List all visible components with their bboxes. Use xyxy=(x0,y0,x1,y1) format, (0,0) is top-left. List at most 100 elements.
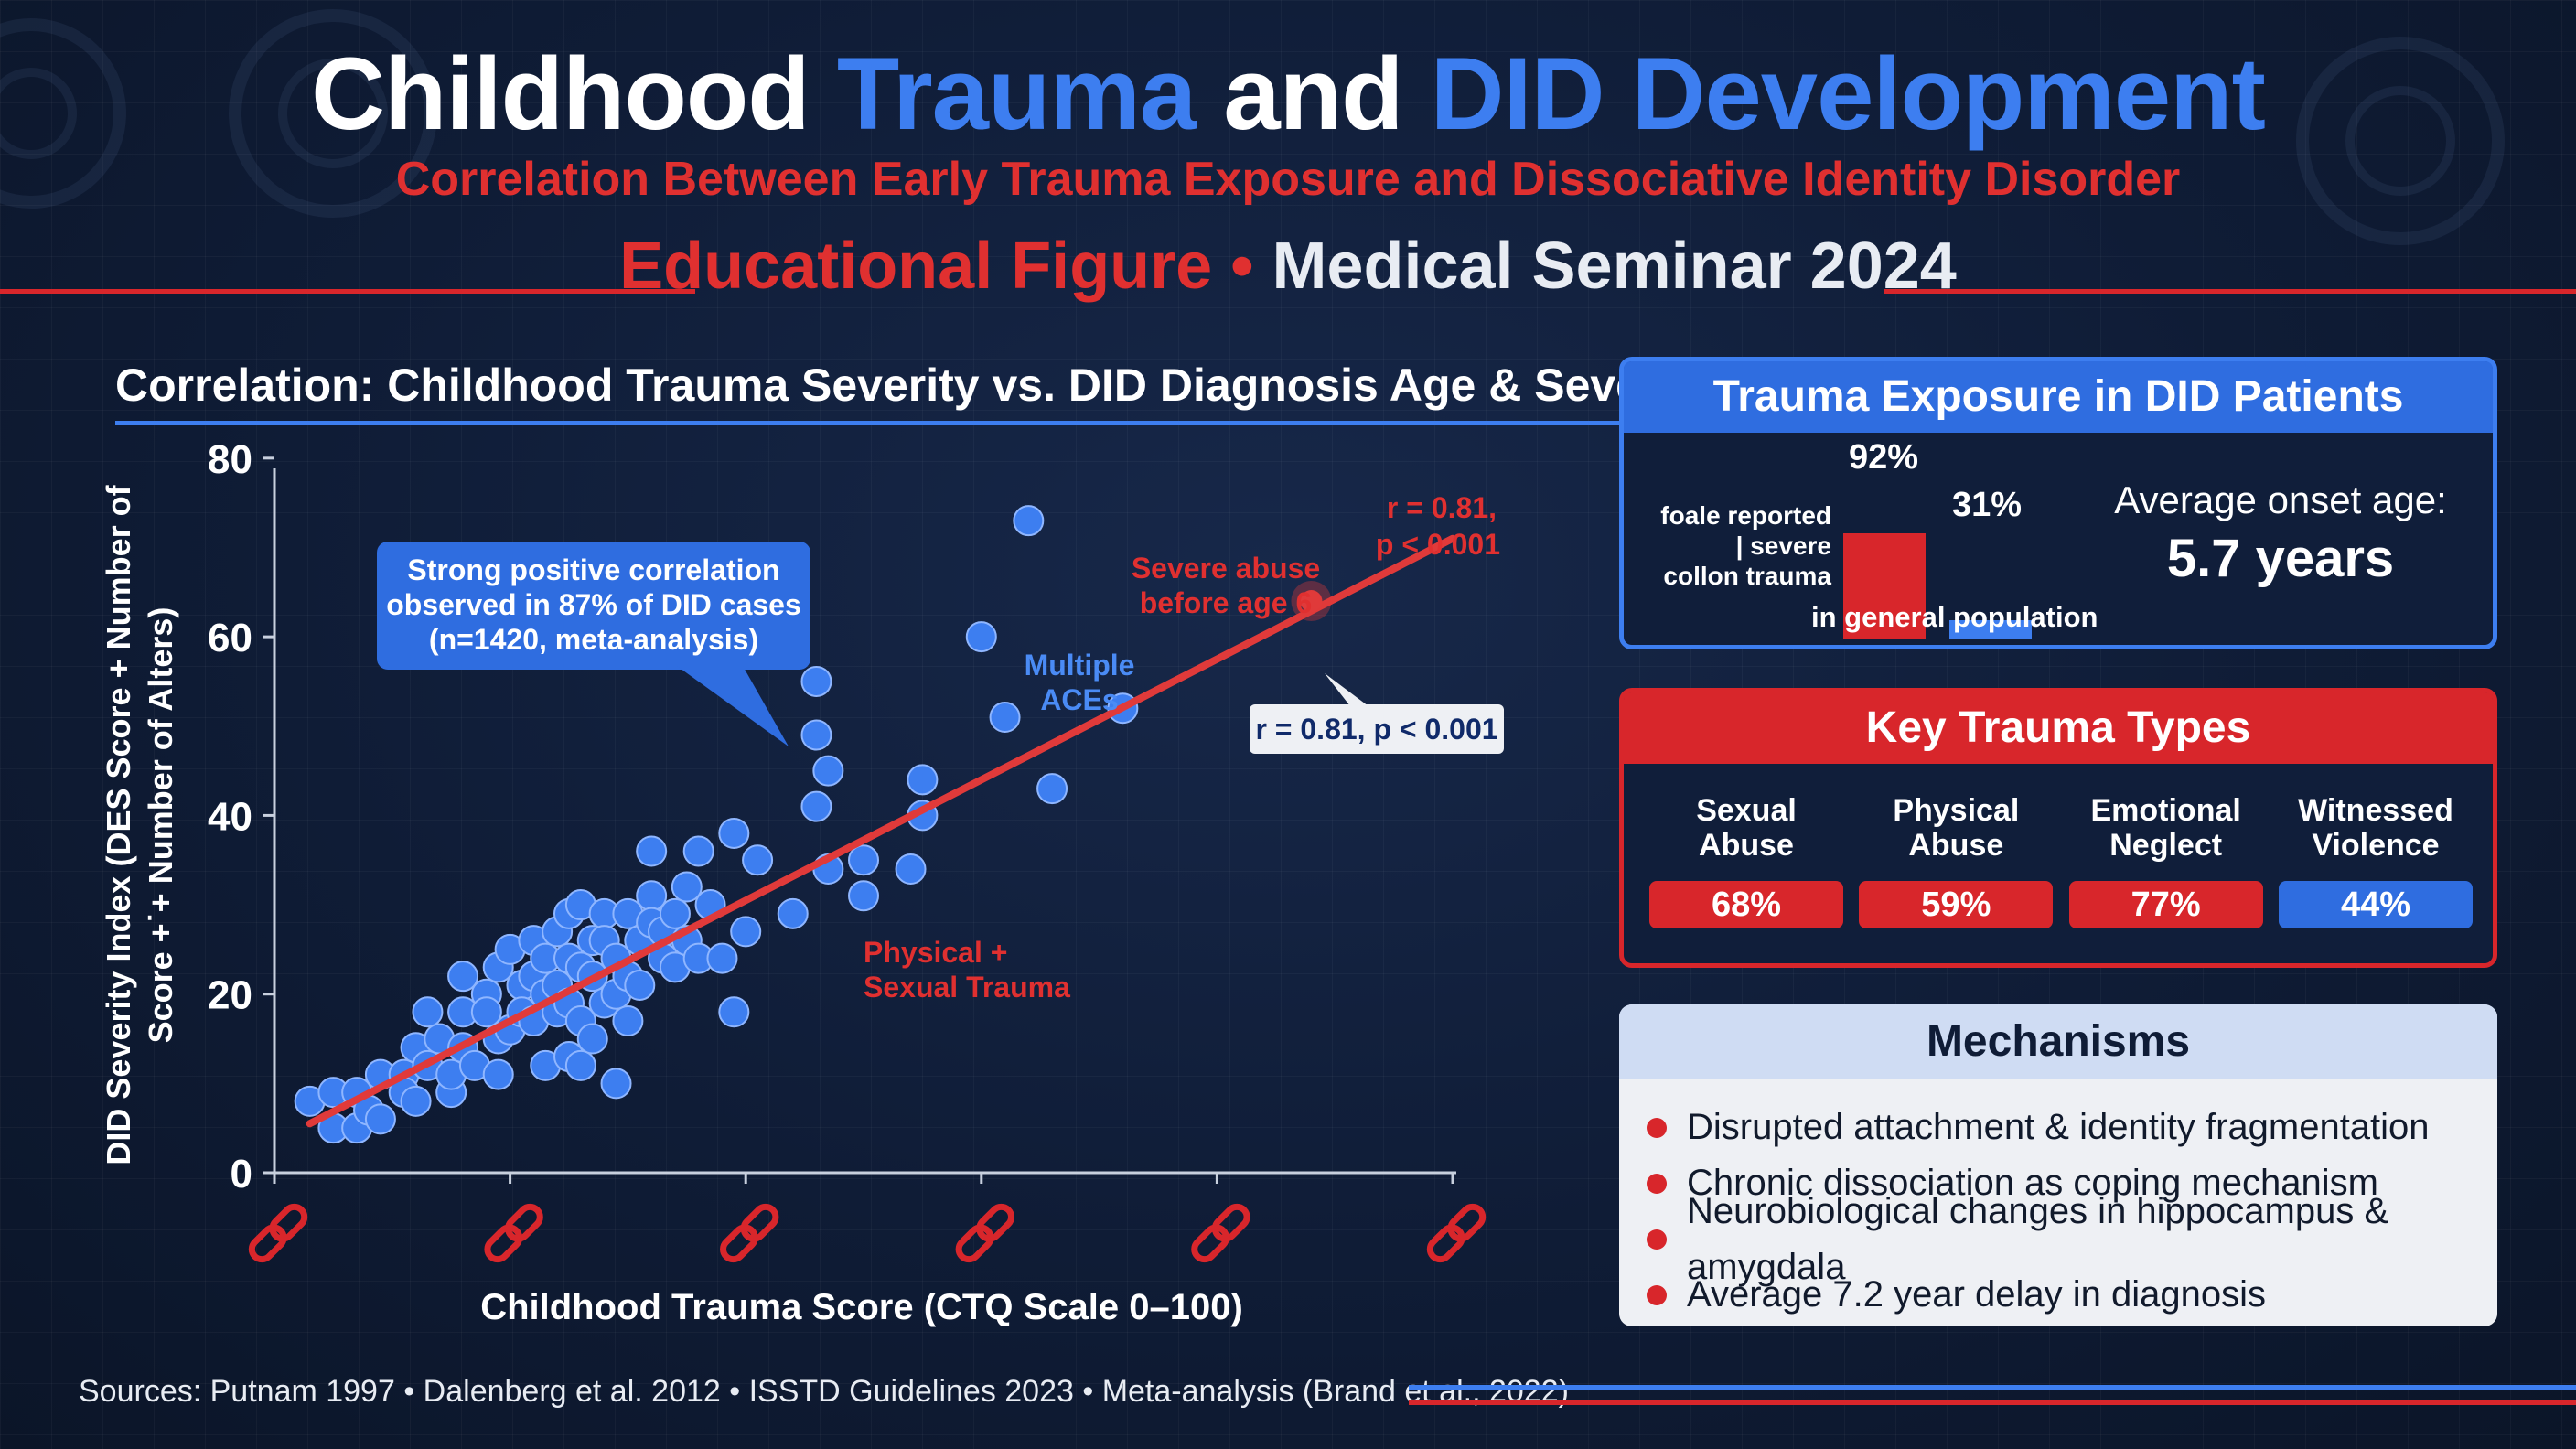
scatter-point xyxy=(659,897,691,929)
chain-link-icon xyxy=(720,1203,779,1263)
seminar-separator: • xyxy=(1212,230,1272,303)
list-item: Chronic dissociation as coping mechanism xyxy=(1647,1155,2497,1211)
list-item: Disrupted attachment & identity fragment… xyxy=(1647,1100,2497,1155)
trend-line xyxy=(306,534,1456,1128)
callout-tail xyxy=(677,666,789,746)
trauma-type-percent: 68% xyxy=(1649,881,1843,928)
trauma-type-label-line2: Violence xyxy=(2312,828,2440,863)
trauma-type-percent: 44% xyxy=(2278,881,2473,928)
trauma-type-emotional-neglect: Emotional Neglect 77% xyxy=(2068,793,2263,928)
axis-ticks: 0 20 40 60 80 xyxy=(208,437,1487,1263)
mechanisms-panel: Mechanisms Disrupted attachment & identi… xyxy=(1619,1004,2497,1326)
exposure-side-line3: collon trauma xyxy=(1663,562,1831,590)
callout-box xyxy=(377,542,810,670)
bar-value-did-label: 92% xyxy=(1848,438,1919,477)
scatter-point xyxy=(800,719,832,751)
scatter-point xyxy=(447,961,479,993)
page-subtitle: Correlation Between Early Trauma Exposur… xyxy=(395,153,2181,206)
title-word-trauma: Trauma xyxy=(836,37,1197,151)
scatter-point xyxy=(706,942,738,974)
title-word-childhood: Childhood xyxy=(311,37,810,151)
title-word-did-development: DID Development xyxy=(1430,37,2266,151)
mechanism-text: Average 7.2 year delay in diagnosis xyxy=(1687,1274,2267,1315)
annotation-aces-line1: Multiple xyxy=(1025,649,1135,682)
callout-line2: observed in 87% of DID cases xyxy=(386,588,801,621)
exposure-side-line2: | severe xyxy=(1735,531,1831,560)
chain-link-icon xyxy=(484,1203,543,1263)
trauma-type-label: Sexual Abuse xyxy=(1649,793,1843,866)
trauma-type-label-line1: Emotional xyxy=(2090,793,2241,828)
trauma-type-label-line1: Physical xyxy=(1893,793,2020,828)
chain-link-loop xyxy=(720,1224,758,1263)
stat-label-top-line2: p < 0.001 xyxy=(1376,528,1500,561)
y-tick-label: 20 xyxy=(208,973,252,1018)
scatter-point xyxy=(1036,773,1068,805)
onset-value: 5.7 years xyxy=(2166,529,2395,588)
scatter-point xyxy=(730,916,762,948)
exposure-side-line1: foale reported xyxy=(1660,501,1831,530)
chain-link-icon xyxy=(248,1203,308,1263)
trauma-type-label-line1: Sexual xyxy=(1696,793,1797,828)
chain-link-loop xyxy=(976,1203,1014,1242)
trauma-type-witnessed-violence: Witnessed Violence 44% xyxy=(2278,793,2473,928)
y-tick-label: 80 xyxy=(208,437,252,482)
trauma-type-percent: 77% xyxy=(2068,881,2263,928)
bullet-icon xyxy=(1647,1284,1667,1305)
annotation-physical-line1: Physical + xyxy=(864,936,1007,969)
callout-line3: (n=1420, meta-analysis) xyxy=(429,623,758,656)
trauma-type-label-line2: Abuse xyxy=(1908,828,2004,863)
scatter-point xyxy=(907,764,939,796)
chart-title: Correlation: Childhood Trauma Severity v… xyxy=(115,359,1712,425)
page-title: Childhood Trauma and DID Development xyxy=(0,35,2576,153)
trauma-type-label: Physical Abuse xyxy=(1859,793,2053,866)
trauma-exposure-title: Trauma Exposure in DID Patients xyxy=(1624,361,2493,433)
scatter-point xyxy=(400,1085,432,1117)
seminar-educational-figure: Educational Figure xyxy=(619,230,1213,303)
scatter-point xyxy=(965,621,997,653)
callout-bubble: Strong positive correlation observed in … xyxy=(377,542,810,746)
exposure-side-label: foale reported | severe collon trauma xyxy=(1644,500,1831,591)
y-axis-label-line2: Score +˙+ Number of Alters) xyxy=(142,607,179,1044)
chain-link-loop xyxy=(248,1224,287,1263)
scatter-point xyxy=(564,1049,596,1081)
stat-box-tail xyxy=(1325,673,1368,706)
bullet-icon xyxy=(1647,1229,1667,1250)
scatter-point xyxy=(576,1023,608,1055)
header-divider-right xyxy=(1884,289,2576,294)
scatter-point xyxy=(800,790,832,822)
trauma-type-label-line2: Neglect xyxy=(2109,828,2223,863)
chain-link-icon xyxy=(1426,1203,1487,1263)
bullet-icon xyxy=(1647,1173,1667,1194)
chain-link-loop xyxy=(1191,1224,1229,1263)
stat-box-text: r = 0.81, p < 0.001 xyxy=(1255,713,1497,746)
annotation-severe-line2: before age 6 xyxy=(1140,586,1313,619)
scatter-point xyxy=(989,702,1021,733)
list-item: Neurobiological changes in hippocampus &… xyxy=(1647,1191,2497,1287)
chain-link-icon xyxy=(1191,1203,1250,1263)
seminar-line: Educational Figure • Medical Seminar 202… xyxy=(0,229,2576,304)
footer-line-blue xyxy=(1409,1385,2576,1390)
mechanism-text: Chronic dissociation as coping mechanism xyxy=(1687,1163,2378,1203)
bullet-icon xyxy=(1647,1117,1667,1138)
mechanisms-list: Disrupted attachment & identity fragment… xyxy=(1647,1100,2497,1323)
y-tick-label: 40 xyxy=(208,794,252,839)
mechanism-text: Neurobiological changes in hippocampus &… xyxy=(1687,1190,2389,1287)
stat-box-bg xyxy=(1250,704,1504,754)
onset-label: Average onset age: xyxy=(2114,478,2447,521)
y-tick-label: 0 xyxy=(231,1152,252,1197)
chain-link-loop xyxy=(1447,1203,1487,1242)
header-divider-left xyxy=(0,289,695,294)
bar-value-general-label: 31% xyxy=(1951,486,2023,524)
scatter-point xyxy=(624,969,656,1001)
title-word-and: and xyxy=(1223,37,1403,151)
bar-general-population xyxy=(1949,619,2032,639)
trauma-type-label: Emotional Neglect xyxy=(2069,793,2263,866)
stat-box: r = 0.81, p < 0.001 xyxy=(1250,673,1504,754)
scatter-point xyxy=(482,1058,514,1090)
bar-general-caption: in general population xyxy=(1811,601,2098,633)
footer-line-red xyxy=(1409,1400,2576,1405)
key-trauma-types-title: Key Trauma Types xyxy=(1624,692,2493,764)
chain-link-loop xyxy=(484,1224,523,1263)
chain-link-loop xyxy=(505,1203,543,1242)
